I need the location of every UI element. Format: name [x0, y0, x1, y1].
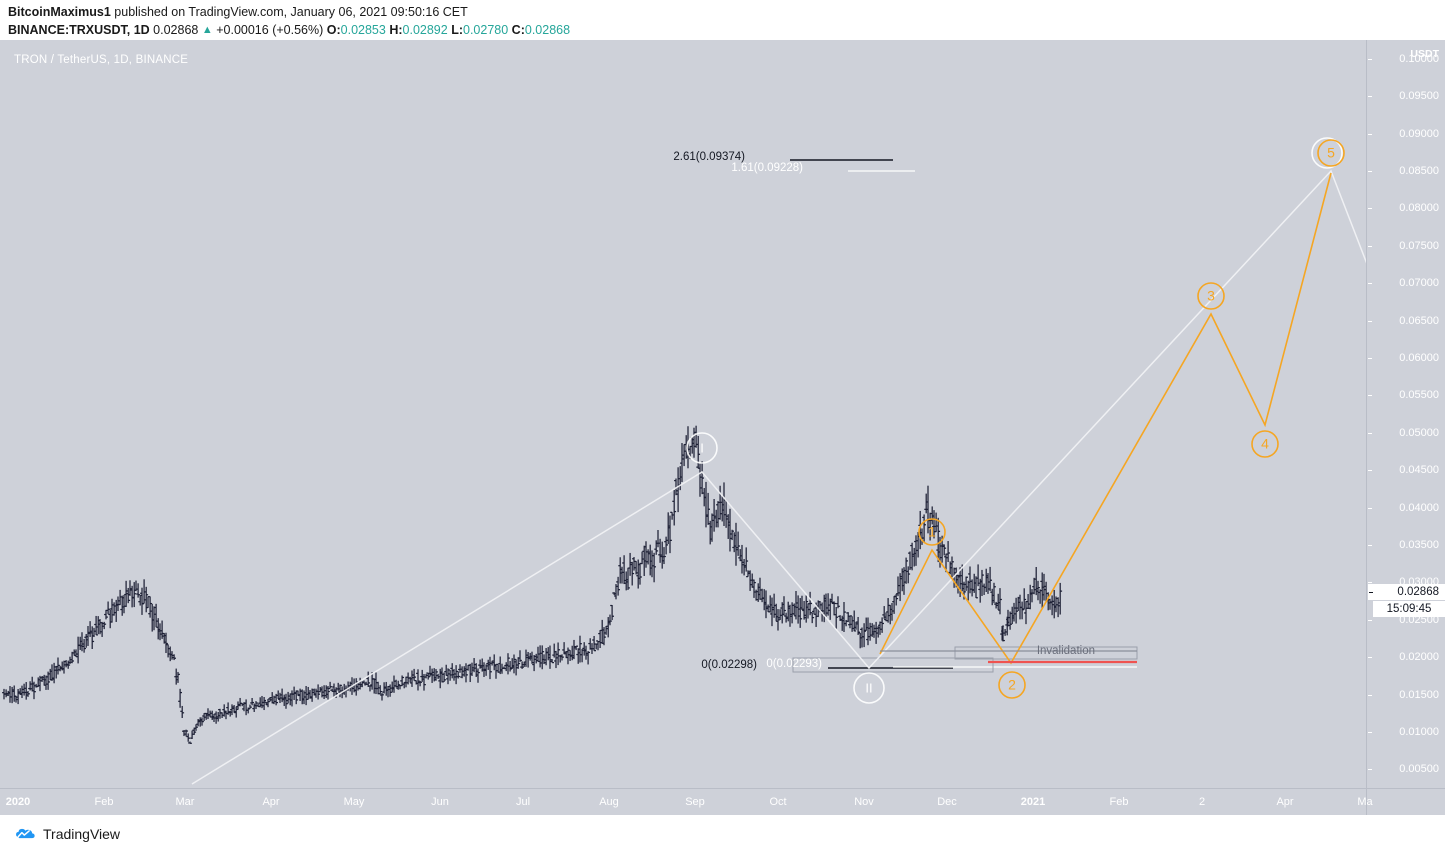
low-value: 0.02780	[463, 23, 509, 37]
fib-0-light-label: 0(0.02293)	[766, 658, 822, 670]
wave-label-1[interactable]: 1	[918, 518, 946, 546]
fib-zone-box-0	[792, 657, 994, 673]
time-tick: Nov	[854, 796, 874, 808]
price-tick: 0.06500	[1367, 315, 1439, 327]
wave-label-3[interactable]: 3	[1197, 282, 1225, 310]
publication-meta: published on TradingView.com, January 06…	[110, 5, 468, 19]
price-tick: 0.10000	[1367, 53, 1439, 65]
price-tick: 0.06000	[1367, 352, 1439, 364]
price-tick: 0.00500	[1367, 763, 1439, 775]
wave-label-text: 1	[928, 524, 936, 540]
close-key: C:	[511, 23, 525, 37]
annotation-text-group: 2.61(0.09374)1.61(0.09228) 0(0.02298) 0(0.…	[673, 151, 1095, 671]
time-tick: Jul	[515, 796, 531, 808]
price-tick: 0.08500	[1367, 165, 1439, 177]
price-tick: 0.09500	[1367, 90, 1439, 102]
time-tick: Feb	[94, 796, 114, 808]
wave-label-text: 2	[1008, 677, 1016, 693]
change-up-arrow-icon: ▲	[201, 24, 213, 36]
price-tick: 0.05000	[1367, 427, 1439, 439]
publication-header: BitcoinMaximus1 published on TradingView…	[0, 0, 1445, 40]
wave-label-II[interactable]: II	[853, 672, 885, 704]
wave-label-text: 5	[1327, 145, 1335, 161]
time-tick: 2020	[5, 796, 31, 808]
time-tick: Ma	[1357, 796, 1373, 808]
fibonacci-levels-group	[790, 159, 1138, 673]
close-value: 0.02868	[524, 23, 571, 37]
time-axis[interactable]: 2020 Feb Mar Apr May Jun Jul Aug Sep Oct Nov Dec 202…	[0, 788, 1445, 815]
price-tick: 0.04000	[1367, 502, 1439, 514]
time-tick: May	[343, 796, 365, 808]
price-tick: 0.09000	[1367, 128, 1439, 140]
time-tick: Dec	[937, 796, 957, 808]
ohlc-bars-group	[2, 425, 1063, 744]
tradingview-footer: TradingView	[0, 815, 1445, 852]
wave-label-text: 3	[1207, 288, 1215, 304]
price-plot-area[interactable]: 2.61(0.09374) 1.61(0.09228) 0(0.02298) 0(0.…	[0, 40, 1366, 788]
high-value: 0.02892	[402, 23, 448, 37]
fib-0-dark-label: 0(0.02298)	[701, 659, 757, 671]
high-key: H:	[389, 23, 403, 37]
time-tick: Oct	[769, 796, 787, 808]
tradingview-logo-text: TradingView	[43, 825, 121, 842]
wave-label-4[interactable]: 4	[1251, 430, 1279, 458]
wave-label-I[interactable]: I	[686, 432, 718, 464]
chart-container[interactable]: 2.61(0.09374) 1.61(0.09228) 0(0.02298) 0(0.…	[0, 40, 1445, 815]
price-tick: 0.04500	[1367, 464, 1439, 476]
fib-2618-label: 2.61(0.09374)	[673, 151, 745, 163]
current-price-badge: 0.02868	[1368, 584, 1445, 601]
fib-zone-box-1	[954, 646, 1138, 660]
price-tick: 0.03500	[1367, 539, 1439, 551]
primary-wave-path	[191, 169, 1366, 785]
change-percent: (+0.56%)	[272, 23, 324, 37]
invalidation-level-group	[880, 650, 1137, 664]
tradingview-logo-icon	[16, 828, 35, 838]
invalidation-label: Invalidation	[1037, 645, 1095, 657]
time-tick: Feb	[1109, 796, 1129, 808]
wave-label-2[interactable]: 2	[998, 671, 1026, 699]
time-tick: Apr	[1276, 796, 1294, 808]
time-tick: Apr	[262, 796, 280, 808]
price-tick: 0.05500	[1367, 389, 1439, 401]
symbol-quote-line: BINANCE:TRXUSDT, 1D 0.02868 ▲ +0.00016 (…	[8, 22, 1445, 38]
time-tick: 2021	[1020, 796, 1046, 808]
open-value: 0.02853	[340, 23, 386, 37]
price-tick: 0.07500	[1367, 240, 1439, 252]
author-name[interactable]: BitcoinMaximus1	[8, 5, 111, 19]
change-absolute: +0.00016	[216, 23, 269, 37]
time-tick: Jun	[431, 796, 449, 808]
price-tick: 0.07000	[1367, 277, 1439, 289]
symbol-label[interactable]: BINANCE:TRXUSDT, 1D	[8, 23, 150, 37]
open-key: O:	[326, 23, 341, 37]
time-tick: Mar	[175, 796, 195, 808]
price-tick: 0.01000	[1367, 726, 1439, 738]
price-axis-unit: USDT	[1410, 48, 1439, 60]
price-tick: 0.02000	[1367, 651, 1439, 663]
price-tick: 0.08000	[1367, 202, 1439, 214]
intermediate-wave-projection	[879, 172, 1332, 665]
wave-label-5-halo	[1311, 137, 1343, 169]
wave-label-text: II	[865, 681, 872, 696]
last-price: 0.02868	[153, 23, 199, 37]
bar-countdown-badge: 15:09:45	[1373, 601, 1445, 618]
intermediate-wave-line[interactable]	[879, 172, 1332, 665]
wave-label-text: I	[700, 441, 704, 456]
publication-byline: BitcoinMaximus1 published on TradingView…	[8, 5, 1445, 20]
low-key: L:	[451, 23, 463, 37]
primary-wave-line[interactable]	[191, 169, 1366, 785]
time-tick: Aug	[599, 796, 619, 808]
axis-corner	[1366, 788, 1445, 815]
time-tick: 2	[1198, 796, 1206, 808]
fib-1618-label: 1.61(0.09228)	[731, 162, 803, 174]
price-tick: 0.01500	[1367, 689, 1439, 701]
price-plot-svg: 2.61(0.09374)1.61(0.09228) 0(0.02298) 0(0.…	[2, 137, 1366, 785]
wave-label-text: 4	[1261, 436, 1269, 452]
time-tick: Sep	[685, 796, 705, 808]
wave-label-5[interactable]: 5	[1317, 139, 1345, 167]
price-axis[interactable]: USDT 0.10000 0.09500 0.09000 0.08500 0.08000…	[1366, 40, 1445, 788]
